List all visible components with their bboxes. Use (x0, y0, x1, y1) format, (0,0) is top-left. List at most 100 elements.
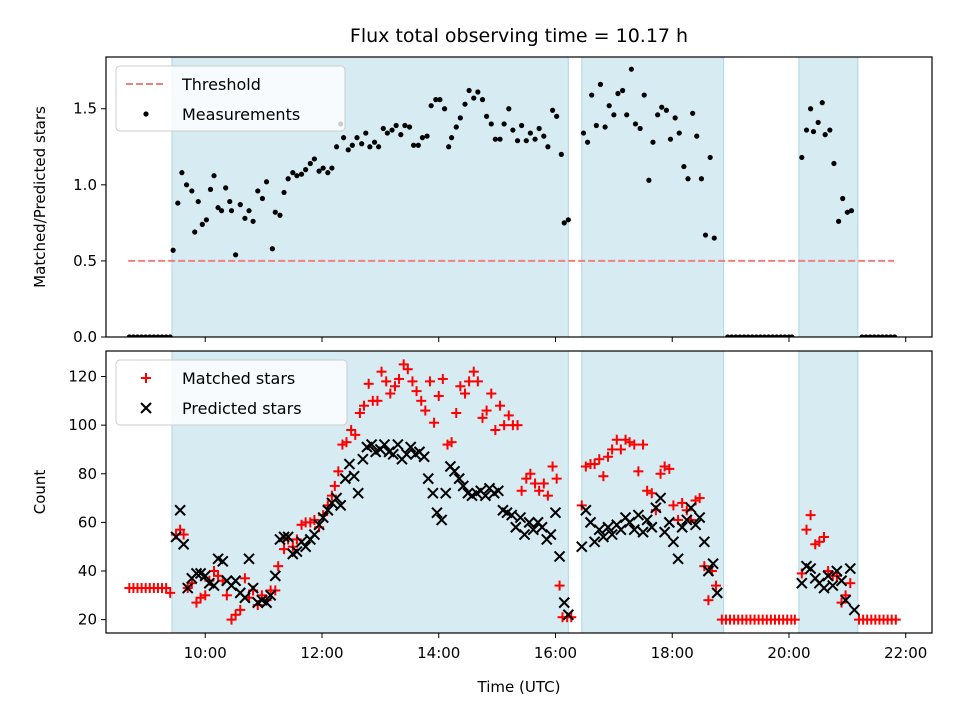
measurement-point (345, 147, 351, 153)
measurement-point (584, 139, 591, 145)
measurement-point (789, 334, 795, 337)
matched-point (890, 614, 901, 625)
predicted-point (174, 504, 186, 516)
predicted-point (545, 528, 557, 541)
measurement-point (170, 247, 176, 253)
predicted-point (457, 480, 469, 492)
measurement-point (667, 136, 674, 142)
measurement-point (593, 122, 599, 129)
observing-window-2 (581, 56, 725, 338)
measurement-point (311, 156, 317, 162)
measurement-point (453, 124, 459, 130)
predicted-point (702, 565, 715, 577)
matched-point (633, 466, 644, 477)
predicted-point (628, 523, 640, 536)
matched-point (703, 595, 714, 606)
predicted-point (527, 523, 540, 536)
predicted-point (330, 492, 343, 504)
matched-point (525, 468, 536, 479)
measurement-point (883, 334, 890, 337)
predicted-point (576, 540, 588, 553)
measurement-point (126, 334, 132, 337)
measurement-point (462, 101, 468, 107)
matched-point (551, 473, 562, 484)
y-tick-label: 100 (68, 416, 97, 434)
measurement-point (211, 173, 217, 179)
matched-point (472, 376, 483, 387)
matched-point (402, 364, 413, 375)
predicted-point (827, 579, 839, 592)
measurement-point (565, 217, 571, 223)
measurement-point (189, 188, 195, 194)
y-axis-label: Count (31, 470, 49, 515)
legend: Threshold Measurements (115, 65, 346, 132)
matched-point (495, 400, 506, 411)
measurement-point (147, 334, 153, 337)
measurement-point (175, 200, 181, 206)
predicted-point (818, 582, 830, 594)
matched-point (638, 439, 649, 450)
measurement-point (183, 182, 190, 188)
predicted-point (247, 582, 259, 594)
legend-box (115, 65, 346, 132)
measurement-point (446, 144, 452, 150)
measurement-point (620, 87, 626, 94)
measurement-point (294, 173, 300, 179)
series-predicted-stars (170, 438, 861, 621)
x-tick-label: 18:00 (651, 644, 694, 662)
predicted-point (553, 550, 566, 563)
legend-label: Measurements (182, 105, 300, 124)
matched-point (420, 405, 431, 416)
matched-point (516, 485, 527, 496)
measurement-point (415, 142, 421, 148)
matched-point (694, 493, 705, 504)
y-tick-label: 80 (78, 465, 97, 483)
predicted-point (387, 448, 399, 461)
predicted-point (313, 519, 325, 531)
legend-label: Matched stars (182, 369, 295, 388)
chart-title: Flux total observing time = 10.17 h (350, 25, 688, 47)
measurement-point (277, 212, 283, 218)
matched-point (273, 561, 284, 572)
measurement-point (757, 334, 763, 337)
legend: Matched stars Predicted stars (115, 359, 348, 426)
predicted-point (667, 536, 680, 548)
measurement-point (737, 334, 743, 337)
predicted-point (492, 485, 504, 497)
predicted-point (844, 562, 856, 575)
predicted-point (623, 516, 636, 529)
measurement-point (606, 103, 612, 109)
measurement-point (782, 334, 788, 337)
predicted-point (536, 521, 548, 533)
measurement-point (822, 132, 828, 138)
measurement-point (349, 142, 355, 148)
matched-point (603, 451, 614, 462)
matched-point (437, 373, 448, 384)
measurement-point (228, 208, 235, 214)
panel-top: 0.0 0.5 1.0 1.5 Matched/Predicted stars Thres… (31, 56, 933, 346)
y-tick-label: 0.0 (73, 328, 97, 346)
measurement-point (778, 334, 784, 337)
measurement-point (733, 334, 739, 337)
matched-point (801, 524, 812, 535)
measurement-point (549, 107, 556, 113)
x-axis-label: Time (UTC) (477, 678, 561, 696)
measurement-point (389, 127, 395, 133)
measurement-point (134, 334, 141, 337)
measurement-point (650, 139, 656, 145)
predicted-point (584, 516, 597, 529)
predicted-point (663, 516, 676, 529)
matched-point (363, 378, 374, 389)
predicted-point (352, 487, 364, 499)
predicted-point (510, 521, 522, 533)
measurement-point (698, 176, 705, 182)
x-tick-label: 12:00 (300, 644, 343, 662)
measurement-point (848, 208, 855, 214)
measurement-point (702, 232, 709, 238)
measurement-point (685, 176, 691, 182)
measurement-point (484, 113, 490, 119)
matched-point (235, 604, 246, 615)
measurement-point (320, 165, 326, 171)
measurement-point (510, 127, 516, 133)
legend-entry: Measurements (143, 105, 300, 124)
